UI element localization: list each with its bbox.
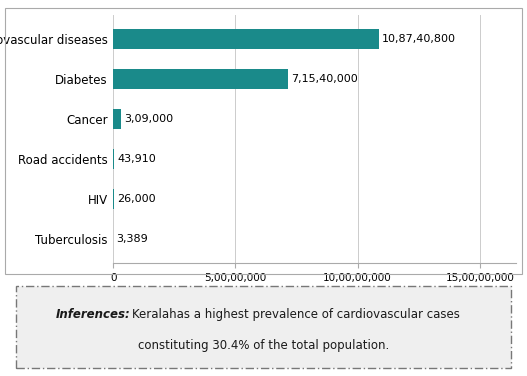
Bar — [113, 69, 288, 89]
FancyBboxPatch shape — [16, 286, 511, 368]
Text: 7,15,40,000: 7,15,40,000 — [291, 74, 358, 84]
Bar — [113, 109, 121, 129]
Text: 3,09,000: 3,09,000 — [124, 114, 173, 124]
Text: Inferences:: Inferences: — [55, 308, 130, 321]
Bar — [113, 149, 114, 169]
Bar — [113, 189, 114, 209]
Text: 43,910: 43,910 — [118, 154, 156, 164]
X-axis label: Total number of cases: Total number of cases — [250, 288, 379, 302]
Text: Keralahas a highest prevalence of cardiovascular cases: Keralahas a highest prevalence of cardio… — [132, 308, 460, 321]
Bar — [113, 29, 379, 49]
Text: 3,389: 3,389 — [116, 234, 148, 244]
Text: constituting 30.4% of the total population.: constituting 30.4% of the total populati… — [138, 339, 389, 352]
Text: 10,87,40,800: 10,87,40,800 — [382, 34, 456, 44]
Text: 26,000: 26,000 — [117, 194, 155, 204]
